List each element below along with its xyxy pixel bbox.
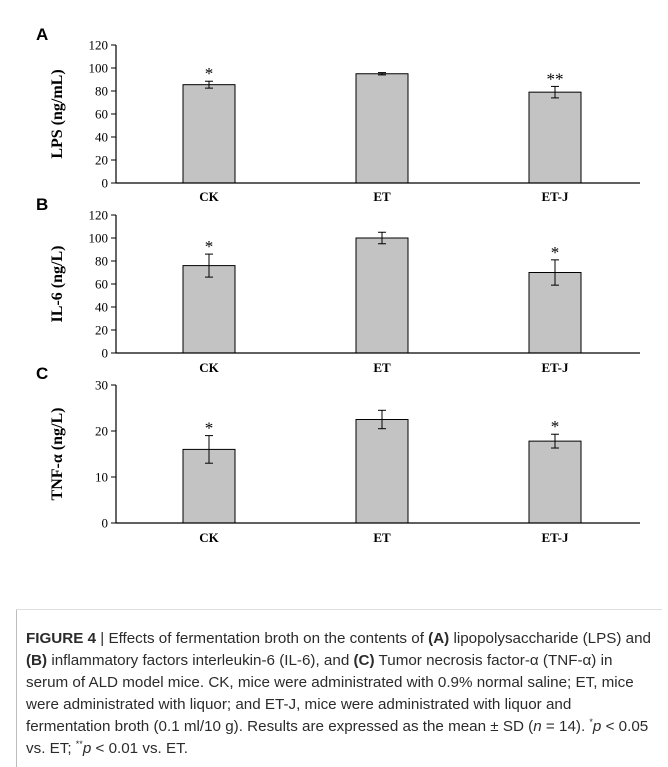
- caption-panel-c: (C): [353, 652, 375, 669]
- caption-text: Effects of fermentation broth on the con…: [108, 630, 429, 647]
- bar-ck: [182, 84, 236, 184]
- y-axis-label: TNF-α (ng/L): [49, 408, 66, 501]
- panel-letter: B: [36, 195, 48, 214]
- x-tick-label: CK: [199, 530, 219, 545]
- y-tick-label: 100: [89, 61, 109, 76]
- y-axis-label: LPS (ng/mL): [49, 69, 66, 158]
- x-tick-label: ET-J: [542, 360, 569, 375]
- x-tick-label: ET-J: [542, 530, 569, 545]
- y-tick-label: 10: [95, 470, 108, 485]
- caption-text: < 0.05 vs. ET;: [26, 718, 649, 757]
- bar-et-j: [528, 91, 582, 184]
- panel-letter: A: [36, 25, 48, 44]
- y-tick-label: 20: [95, 323, 108, 338]
- bar-et-j: [528, 272, 582, 354]
- caption-sup: *: [589, 716, 593, 727]
- y-tick-label: 20: [95, 153, 108, 168]
- caption-text: < 0.01 vs. ET.: [91, 740, 188, 757]
- figure-label: FIGURE 4: [26, 630, 97, 647]
- bar-et: [355, 419, 409, 524]
- y-tick-label: 80: [95, 254, 108, 269]
- y-tick-label: 120: [89, 208, 109, 223]
- y-tick-label: 20: [95, 424, 108, 439]
- bar-et-j: [528, 440, 582, 524]
- bar-et: [355, 237, 409, 354]
- caption-text: = 14).: [541, 718, 590, 735]
- y-tick-label: 40: [95, 300, 108, 315]
- caption-text: Tumor necrosis factor-α (TNF-α) in serum…: [26, 652, 634, 735]
- y-tick-label: 40: [95, 130, 108, 145]
- caption-panel-a: (A): [428, 630, 450, 647]
- bar-ck: [182, 265, 236, 354]
- caption-panel-b: (B): [26, 652, 48, 669]
- significance-marker: *: [205, 419, 214, 438]
- chart-panel-b: B * CK ET * ET-J 0 20 40 60 80 100 120 IL-6 (ng/L): [36, 195, 640, 375]
- significance-marker: *: [205, 64, 214, 83]
- x-tick-label: ET-J: [542, 189, 569, 204]
- y-tick-label: 60: [95, 107, 108, 122]
- figure-caption: FIGURE 4 | Effects of fermentation broth…: [26, 628, 656, 760]
- y-axis-label: IL-6 (ng/L): [49, 246, 66, 323]
- y-tick-label: 80: [95, 84, 108, 99]
- caption-text: lipopolysaccharide (LPS) and: [449, 630, 652, 647]
- caption-n: n: [533, 718, 542, 735]
- y-tick-label: 30: [95, 378, 108, 393]
- y-tick-label: 0: [102, 346, 109, 361]
- y-tick-label: 100: [89, 231, 109, 246]
- significance-marker: *: [205, 237, 214, 256]
- x-tick-label: ET: [373, 189, 391, 204]
- significance-marker: *: [551, 417, 560, 436]
- y-tick-label: 0: [102, 176, 109, 191]
- caption-border-left: [16, 610, 17, 767]
- y-tick-label: 60: [95, 277, 108, 292]
- x-tick-label: CK: [199, 189, 219, 204]
- caption-p: p: [592, 718, 602, 735]
- chart-panel-a: A * CK ET ** ET-J 0 20 40 60 80 100 120 LPS (ng/mL): [36, 25, 640, 204]
- caption-sup: **: [75, 738, 83, 749]
- x-tick-label: CK: [199, 360, 219, 375]
- caption-p: p: [82, 740, 92, 757]
- caption-text: inflammatory factors interleukin-6 (IL-6…: [47, 652, 354, 669]
- panel-letter: C: [36, 364, 48, 383]
- y-tick-label: 120: [89, 38, 109, 53]
- y-tick-label: 0: [102, 516, 109, 531]
- x-tick-label: ET: [373, 530, 391, 545]
- chart-panel-c: C * CK ET * ET-J 0 10 20 30 TNF-α (ng/L): [36, 364, 640, 545]
- bar-et: [355, 73, 409, 184]
- significance-marker: **: [547, 69, 564, 88]
- significance-marker: *: [551, 243, 560, 262]
- caption-separator: |: [96, 630, 109, 647]
- x-tick-label: ET: [373, 360, 391, 375]
